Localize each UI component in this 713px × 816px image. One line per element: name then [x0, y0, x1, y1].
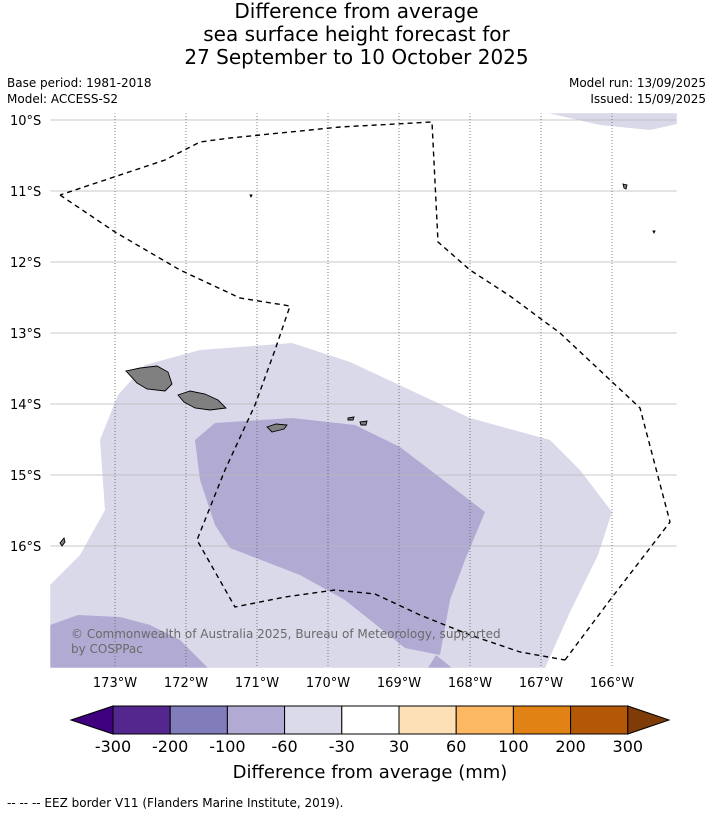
colorbar-tick: -100: [209, 737, 245, 756]
lat-label: 14°S: [10, 398, 41, 413]
lon-label: 172°W: [164, 676, 208, 691]
title-line-1: Difference from average: [234, 0, 479, 23]
title-line-2: sea surface height forecast for: [203, 22, 510, 46]
lat-label: 13°S: [10, 327, 41, 342]
colorbar-tick: 30: [389, 737, 409, 756]
colorbar-tick: -30: [329, 737, 355, 756]
eez-borders: [59, 121, 671, 661]
colorbar-tick: 60: [446, 737, 466, 756]
issued-date: Issued: 15/09/2025: [590, 92, 706, 106]
island-tokelau: [622, 183, 628, 190]
island-ofu: [347, 416, 355, 421]
lat-label: 11°S: [10, 185, 41, 200]
eez-legend: -- -- -- EEZ border V11 (Flanders Marine…: [7, 796, 344, 810]
colorbar-tick: 200: [555, 737, 586, 756]
colorbar-segment: [570, 705, 629, 735]
island-savaii: [125, 365, 173, 392]
lon-label: 171°W: [235, 676, 279, 691]
lon-label: 167°W: [519, 676, 563, 691]
eez-border-samoa: [59, 194, 566, 661]
colorbar-tick: 100: [498, 737, 529, 756]
title-line-3: 27 September to 10 October 2025: [184, 45, 529, 69]
colorbar-label: Difference from average (mm): [233, 762, 508, 783]
colorbar-segment: [112, 705, 171, 735]
lat-label: 15°S: [10, 469, 41, 484]
colorbar-extend-high: [627, 705, 671, 735]
map-title: Difference from average sea surface heig…: [0, 0, 713, 69]
island-wallis: [59, 537, 66, 547]
colorbar-segment: [455, 705, 514, 735]
lon-label: 166°W: [590, 676, 634, 691]
copyright-notice: © Commonwealth of Australia 2025, Bureau…: [71, 627, 501, 656]
colorbar-extend-low: [69, 705, 114, 735]
eez-border-american-samoa: [59, 121, 671, 661]
latitude-gridlines: [50, 119, 677, 547]
anomaly-region-medium: [195, 418, 485, 655]
map-area: [50, 113, 677, 668]
lon-label: 173°W: [93, 676, 137, 691]
model-info: Base period: 1981-2018 Model: ACCESS-S2: [7, 75, 152, 107]
longitude-labels: 173°W 172°W 171°W 170°W 169°W 168°W 167°…: [93, 676, 634, 691]
colorbar-tick: -200: [152, 737, 188, 756]
longitude-gridlines: [114, 113, 613, 668]
colorbar-ticks: -300 -200 -100 -60 -30 30 60 100 200 300: [95, 737, 643, 756]
anomaly-region-medium-sw: [50, 615, 208, 668]
colorbar-segment: [341, 705, 400, 735]
island-small-e: [652, 230, 656, 235]
colorbar-segment: [398, 705, 457, 735]
colorbar-segment: [512, 705, 572, 735]
colorbar-segment: [169, 705, 228, 735]
copyright-line-1: © Commonwealth of Australia 2025, Bureau…: [71, 627, 501, 641]
lat-label: 12°S: [10, 256, 41, 271]
lat-label: 10°S: [10, 114, 41, 129]
latitude-labels: 10°S 11°S 12°S 13°S 14°S 15°S 16°S: [10, 114, 41, 555]
land-masses: [59, 183, 656, 547]
lon-label: 168°W: [448, 676, 492, 691]
copyright-line-2: by COSPPac: [71, 642, 143, 656]
lon-label: 169°W: [377, 676, 421, 691]
anomaly-region-light-ne: [548, 113, 677, 130]
lat-label: 16°S: [10, 540, 41, 555]
lon-label: 170°W: [306, 676, 350, 691]
island-upolu: [177, 390, 227, 411]
anomaly-region-medium-s: [428, 655, 452, 668]
colorbar-tick: -60: [272, 737, 298, 756]
model-run: Model run: 13/09/2025: [568, 76, 706, 90]
island-swains: [249, 194, 253, 199]
model-name: Model: ACCESS-S2: [7, 92, 119, 106]
colorbar-segment: [226, 705, 286, 735]
colorbar: [69, 705, 671, 735]
colorbar-tick: 300: [613, 737, 644, 756]
base-period: Base period: 1981-2018: [7, 76, 152, 90]
island-tau: [359, 420, 368, 426]
map-frame: [49, 112, 678, 669]
run-info: Model run: 13/09/2025 Issued: 15/09/2025: [569, 75, 706, 107]
colorbar-tick: -300: [95, 737, 131, 756]
colorbar-segment: [284, 705, 343, 735]
island-tutuila: [266, 423, 288, 433]
